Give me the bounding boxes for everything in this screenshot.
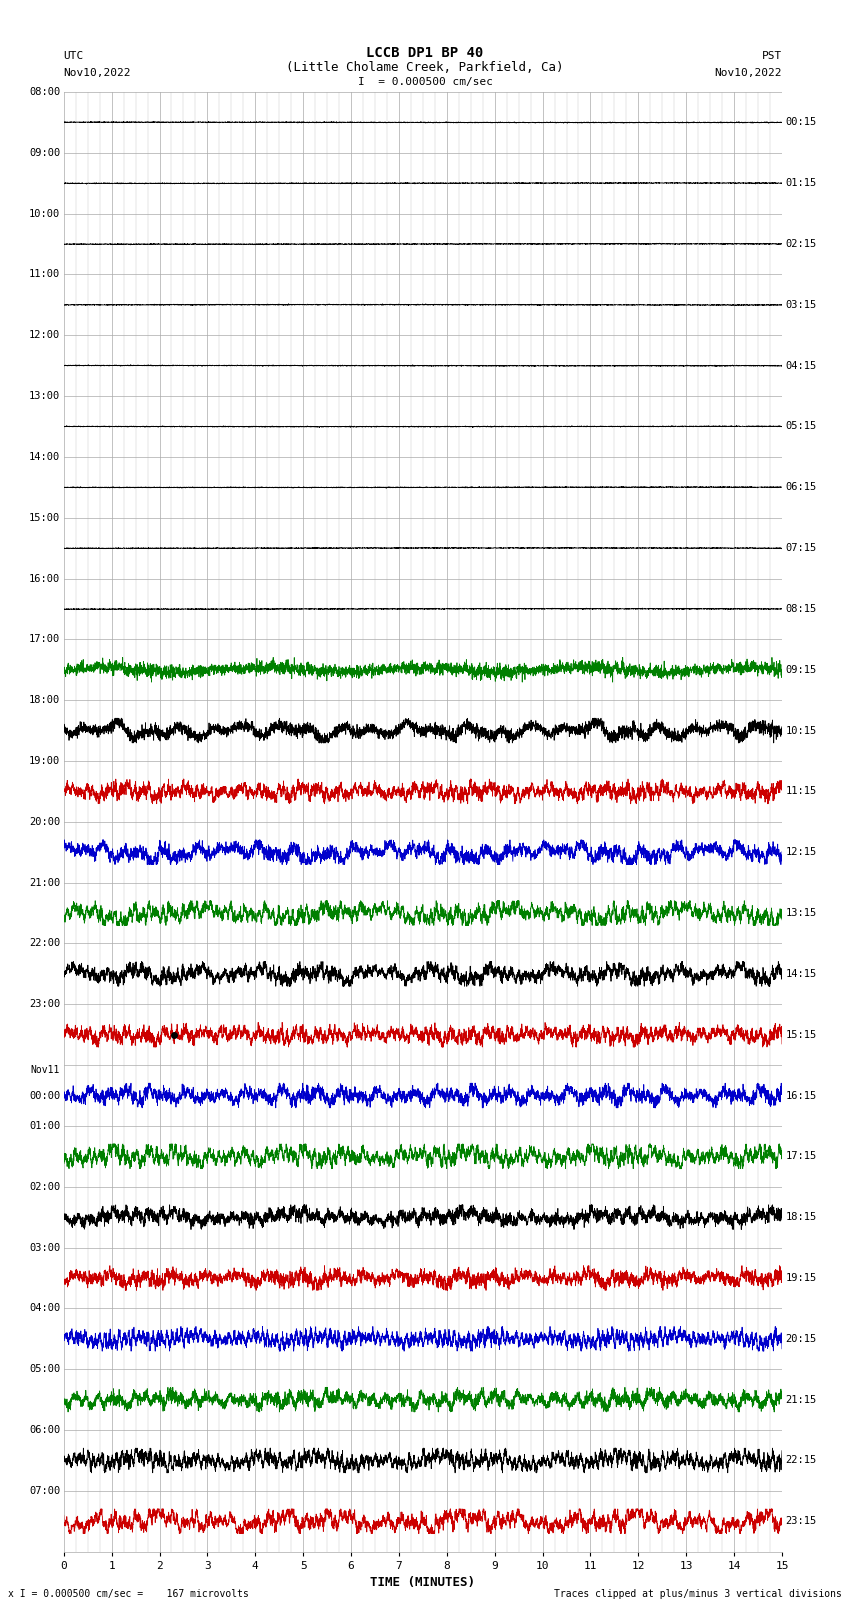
Text: 23:15: 23:15 [785, 1516, 817, 1526]
Text: UTC: UTC [64, 52, 84, 61]
Text: 12:00: 12:00 [29, 331, 60, 340]
Text: 05:15: 05:15 [785, 421, 817, 431]
Text: 00:00: 00:00 [29, 1090, 60, 1100]
Text: 08:00: 08:00 [29, 87, 60, 97]
Text: LCCB DP1 BP 40: LCCB DP1 BP 40 [366, 47, 484, 60]
Text: 11:00: 11:00 [29, 269, 60, 279]
Text: 08:15: 08:15 [785, 603, 817, 615]
Text: 01:15: 01:15 [785, 177, 817, 189]
Text: 16:00: 16:00 [29, 574, 60, 584]
Text: 02:15: 02:15 [785, 239, 817, 248]
Text: 04:00: 04:00 [29, 1303, 60, 1313]
Text: 04:15: 04:15 [785, 361, 817, 371]
Text: 09:15: 09:15 [785, 665, 817, 674]
Text: 21:15: 21:15 [785, 1395, 817, 1405]
Text: x I = 0.000500 cm/sec =    167 microvolts: x I = 0.000500 cm/sec = 167 microvolts [8, 1589, 249, 1598]
Text: 22:00: 22:00 [29, 939, 60, 948]
Text: 18:15: 18:15 [785, 1213, 817, 1223]
Text: 10:00: 10:00 [29, 208, 60, 219]
Text: 23:00: 23:00 [29, 1000, 60, 1010]
Text: 00:15: 00:15 [785, 118, 817, 127]
Text: 01:00: 01:00 [29, 1121, 60, 1131]
Text: Nov10,2022: Nov10,2022 [715, 68, 782, 77]
Text: 14:00: 14:00 [29, 452, 60, 461]
Text: 19:00: 19:00 [29, 756, 60, 766]
Text: 17:15: 17:15 [785, 1152, 817, 1161]
Text: 13:00: 13:00 [29, 390, 60, 402]
Text: 19:15: 19:15 [785, 1273, 817, 1282]
Text: 14:15: 14:15 [785, 969, 817, 979]
Text: 17:00: 17:00 [29, 634, 60, 644]
Text: 07:00: 07:00 [29, 1486, 60, 1495]
Text: 11:15: 11:15 [785, 787, 817, 797]
Text: 02:00: 02:00 [29, 1182, 60, 1192]
Text: 16:15: 16:15 [785, 1090, 817, 1100]
Text: 18:00: 18:00 [29, 695, 60, 705]
X-axis label: TIME (MINUTES): TIME (MINUTES) [371, 1576, 475, 1589]
Text: I  = 0.000500 cm/sec: I = 0.000500 cm/sec [358, 77, 492, 87]
Text: 15:00: 15:00 [29, 513, 60, 523]
Text: 22:15: 22:15 [785, 1455, 817, 1466]
Text: 05:00: 05:00 [29, 1365, 60, 1374]
Text: PST: PST [762, 52, 782, 61]
Text: Traces clipped at plus/minus 3 vertical divisions: Traces clipped at plus/minus 3 vertical … [553, 1589, 842, 1598]
Text: 13:15: 13:15 [785, 908, 817, 918]
Text: 06:15: 06:15 [785, 482, 817, 492]
Text: 03:00: 03:00 [29, 1242, 60, 1253]
Text: 10:15: 10:15 [785, 726, 817, 736]
Text: 20:15: 20:15 [785, 1334, 817, 1344]
Text: 09:00: 09:00 [29, 148, 60, 158]
Text: 20:00: 20:00 [29, 816, 60, 827]
Text: 03:15: 03:15 [785, 300, 817, 310]
Text: Nov11: Nov11 [31, 1065, 60, 1076]
Text: 15:15: 15:15 [785, 1029, 817, 1040]
Text: 12:15: 12:15 [785, 847, 817, 857]
Text: Nov10,2022: Nov10,2022 [64, 68, 131, 77]
Text: (Little Cholame Creek, Parkfield, Ca): (Little Cholame Creek, Parkfield, Ca) [286, 61, 564, 74]
Text: 06:00: 06:00 [29, 1424, 60, 1436]
Text: 21:00: 21:00 [29, 877, 60, 887]
Text: 07:15: 07:15 [785, 544, 817, 553]
